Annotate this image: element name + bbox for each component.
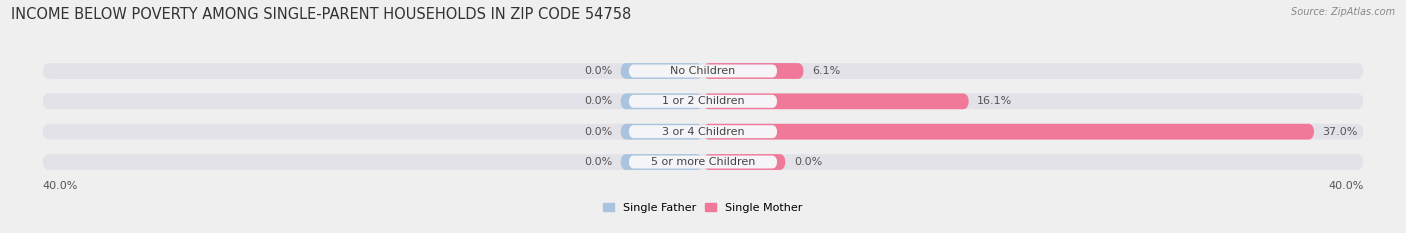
Text: 40.0%: 40.0% <box>42 181 77 191</box>
Text: 16.1%: 16.1% <box>977 96 1012 106</box>
Text: 5 or more Children: 5 or more Children <box>651 157 755 167</box>
Text: 0.0%: 0.0% <box>794 157 823 167</box>
FancyBboxPatch shape <box>42 154 1364 170</box>
FancyBboxPatch shape <box>628 95 778 108</box>
Text: No Children: No Children <box>671 66 735 76</box>
Legend: Single Father, Single Mother: Single Father, Single Mother <box>603 203 803 213</box>
FancyBboxPatch shape <box>703 63 804 79</box>
FancyBboxPatch shape <box>620 93 703 109</box>
Text: 0.0%: 0.0% <box>583 66 612 76</box>
FancyBboxPatch shape <box>628 65 778 77</box>
Text: Source: ZipAtlas.com: Source: ZipAtlas.com <box>1291 7 1395 17</box>
FancyBboxPatch shape <box>628 156 778 168</box>
FancyBboxPatch shape <box>42 63 1364 79</box>
Text: 0.0%: 0.0% <box>583 127 612 137</box>
FancyBboxPatch shape <box>620 124 703 140</box>
FancyBboxPatch shape <box>620 63 703 79</box>
Text: 0.0%: 0.0% <box>583 96 612 106</box>
Text: 40.0%: 40.0% <box>1329 181 1364 191</box>
FancyBboxPatch shape <box>42 124 1364 140</box>
Text: 37.0%: 37.0% <box>1323 127 1358 137</box>
Text: 6.1%: 6.1% <box>813 66 841 76</box>
Text: 1 or 2 Children: 1 or 2 Children <box>662 96 744 106</box>
Text: INCOME BELOW POVERTY AMONG SINGLE-PARENT HOUSEHOLDS IN ZIP CODE 54758: INCOME BELOW POVERTY AMONG SINGLE-PARENT… <box>11 7 631 22</box>
FancyBboxPatch shape <box>628 125 778 138</box>
FancyBboxPatch shape <box>703 124 1315 140</box>
FancyBboxPatch shape <box>703 93 969 109</box>
Text: 3 or 4 Children: 3 or 4 Children <box>662 127 744 137</box>
FancyBboxPatch shape <box>620 154 703 170</box>
Text: 0.0%: 0.0% <box>583 157 612 167</box>
FancyBboxPatch shape <box>42 93 1364 109</box>
FancyBboxPatch shape <box>703 154 786 170</box>
